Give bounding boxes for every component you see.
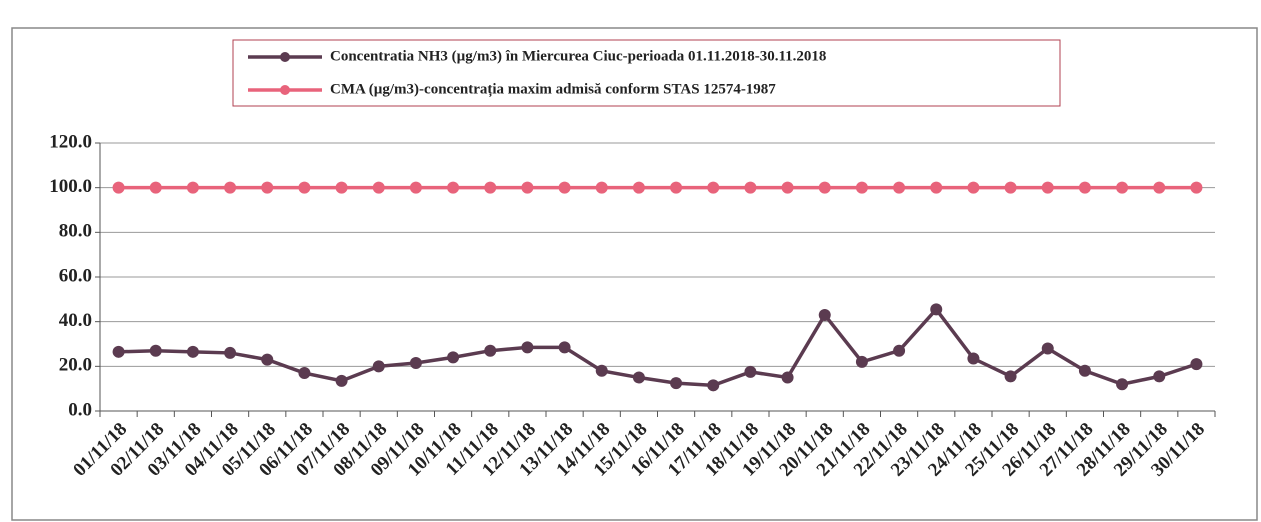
data-point: [670, 181, 683, 194]
data-point: [372, 181, 385, 194]
data-point: [744, 365, 757, 378]
data-point: [484, 181, 497, 194]
data-point: [670, 377, 683, 390]
data-point: [186, 345, 199, 358]
data-point: [521, 341, 534, 354]
series-line: [118, 306, 1197, 388]
data-point: [1116, 378, 1129, 391]
data-point: [521, 181, 534, 194]
data-point: [1153, 370, 1166, 383]
data-point: [149, 181, 162, 194]
data-point: [447, 181, 460, 194]
data-point: [1004, 181, 1017, 194]
data-point: [112, 181, 125, 194]
data-point: [1116, 181, 1129, 194]
data-point: [967, 352, 980, 365]
data-point: [335, 181, 348, 194]
y-tick-label: 60.0: [59, 265, 92, 286]
data-point: [409, 356, 422, 369]
data-point: [261, 353, 274, 366]
data-point: [1078, 181, 1091, 194]
data-point: [930, 181, 943, 194]
data-point: [930, 303, 943, 316]
data-point: [335, 374, 348, 387]
data-point: [1190, 181, 1203, 194]
data-point: [1041, 181, 1054, 194]
y-tick-label: 120.0: [49, 131, 92, 152]
data-point: [409, 181, 422, 194]
data-point: [112, 345, 125, 358]
data-point: [1190, 358, 1203, 371]
data-point: [707, 181, 720, 194]
data-point: [1041, 342, 1054, 355]
legend-box: [232, 39, 1061, 107]
chart-frame: [11, 27, 1258, 521]
data-point: [149, 344, 162, 357]
data-point: [893, 181, 906, 194]
data-point: [781, 181, 794, 194]
data-point: [372, 360, 385, 373]
data-point: [447, 351, 460, 364]
data-point: [186, 181, 199, 194]
legend-label: CMA (µg/m3)-concentrația maxim admisă co…: [330, 81, 776, 97]
data-point: [893, 344, 906, 357]
data-point: [1004, 370, 1017, 383]
legend-label: Concentratia NH3 (µg/m3) în Miercurea Ci…: [330, 48, 826, 64]
data-point: [558, 341, 571, 354]
data-point: [298, 181, 311, 194]
data-point: [558, 181, 571, 194]
data-point: [855, 355, 868, 368]
data-point: [781, 371, 794, 384]
y-tick-label: 80.0: [59, 221, 92, 242]
y-tick-label: 0.0: [68, 399, 92, 420]
data-point: [632, 371, 645, 384]
y-tick-label: 40.0: [59, 310, 92, 331]
y-tick-label: 100.0: [49, 176, 92, 197]
data-point: [484, 344, 497, 357]
data-point: [967, 181, 980, 194]
data-point: [1078, 364, 1091, 377]
data-point: [224, 181, 237, 194]
data-point: [855, 181, 868, 194]
data-point: [224, 346, 237, 359]
data-point: [744, 181, 757, 194]
data-point: [261, 181, 274, 194]
data-point: [818, 181, 831, 194]
data-point: [595, 181, 608, 194]
y-tick-label: 20.0: [59, 355, 92, 376]
data-point: [707, 379, 720, 392]
data-point: [818, 308, 831, 321]
data-point: [298, 367, 311, 380]
data-point: [595, 364, 608, 377]
legend-marker: [280, 52, 290, 62]
data-point: [632, 181, 645, 194]
legend-marker: [280, 85, 290, 95]
data-point: [1153, 181, 1166, 194]
